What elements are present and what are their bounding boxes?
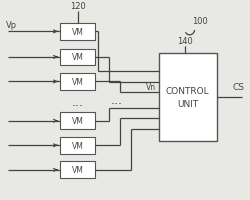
- Text: VM: VM: [72, 166, 84, 174]
- Bar: [60, 113, 95, 129]
- Text: Vp: Vp: [6, 21, 17, 30]
- Text: Vn: Vn: [146, 83, 156, 92]
- Text: CONTROL
UNIT: CONTROL UNIT: [166, 87, 210, 108]
- Bar: [60, 137, 95, 154]
- Text: VM: VM: [72, 117, 84, 126]
- Text: 120: 120: [70, 2, 86, 11]
- Text: VM: VM: [72, 78, 84, 87]
- Text: VM: VM: [72, 141, 84, 150]
- Text: ...: ...: [72, 95, 84, 108]
- Text: 100: 100: [192, 17, 208, 26]
- Bar: [60, 24, 95, 41]
- Bar: [60, 49, 95, 66]
- Text: ...: ...: [111, 94, 123, 107]
- Text: CS: CS: [232, 83, 244, 92]
- Bar: [158, 54, 217, 142]
- Bar: [60, 162, 95, 178]
- Text: VM: VM: [72, 28, 84, 37]
- Text: VM: VM: [72, 53, 84, 62]
- Text: 140: 140: [177, 37, 193, 46]
- Bar: [60, 74, 95, 90]
